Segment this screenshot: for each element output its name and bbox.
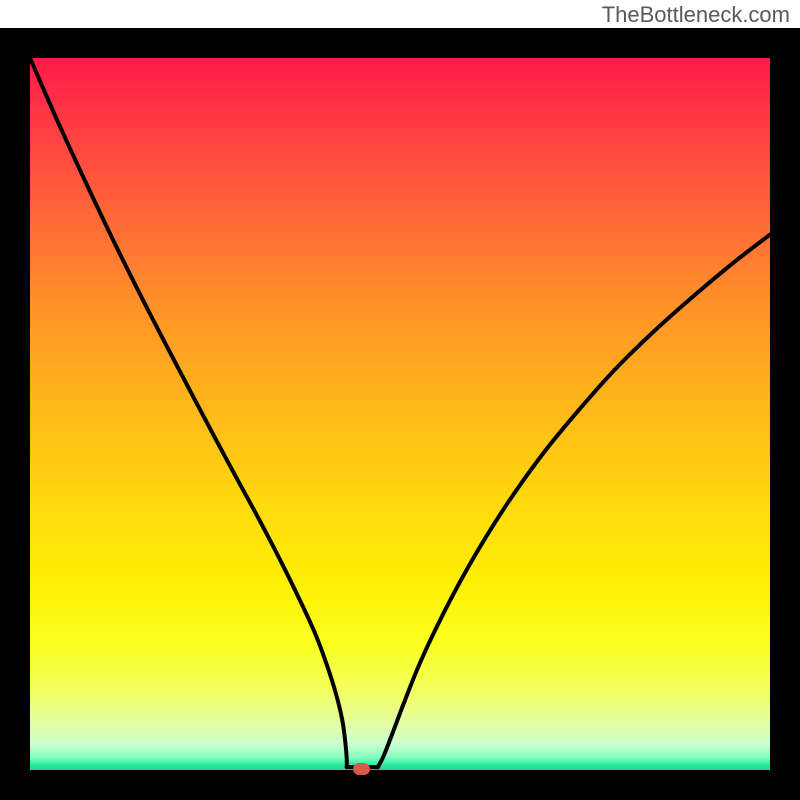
chart-container: TheBottleneck.com [0, 0, 800, 800]
outer-frame [0, 28, 800, 800]
curve-left-branch [30, 58, 347, 767]
plot-area [30, 58, 770, 770]
minimum-marker [353, 763, 371, 775]
watermark-text: TheBottleneck.com [602, 2, 790, 28]
curve-right-branch [378, 235, 770, 768]
curve-overlay [30, 58, 770, 770]
